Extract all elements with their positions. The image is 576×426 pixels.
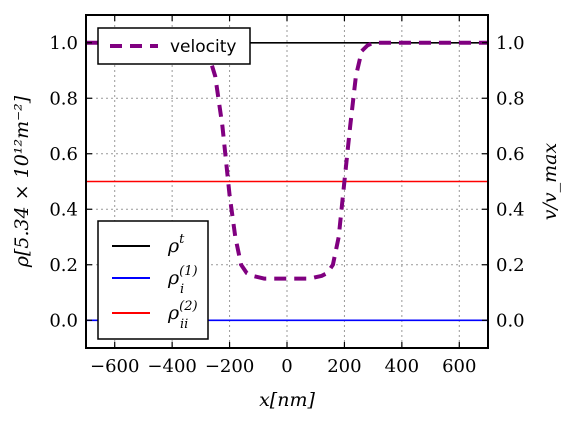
x-tick-label: −400 [147,356,196,377]
y-tick-label-right: 0.2 [496,255,525,276]
x-axis-label: x[nm] [259,389,315,411]
ticks [86,15,488,348]
y-tick-label-right: 0.4 [496,199,525,220]
legend-velocity-label: velocity [170,37,236,57]
legend-velocity: velocity [97,27,251,65]
legend-label-2: ρ(2) ii [167,299,198,332]
x-tick-label: 200 [327,356,361,377]
y-tick-label-left: 0.0 [49,310,78,331]
x-tick-label: 400 [385,356,419,377]
y-tick-label-right: 1.0 [496,33,525,54]
series-line-3 [86,40,488,281]
y-tick-label-left: 0.4 [49,199,78,220]
y-tick-label-left: 1.0 [49,33,78,54]
x-tick-label: −600 [90,356,139,377]
y-tick-label-right: 0.6 [496,144,525,165]
y-axis-label-left: ρ[5.34 × 10¹²m⁻²] [11,95,33,268]
y-axis-label-right: v/v_max [539,143,561,221]
legend-label-0: ρt [167,232,185,257]
y-tick-label-left: 0.2 [49,255,78,276]
legend-velocity-box [97,27,251,65]
legend-label-1: ρ(1) i [167,264,198,297]
x-tick-label: 0 [281,356,292,377]
x-tick-label: −200 [205,356,254,377]
legend-density-box [97,220,209,340]
y-tick-label-left: 0.8 [49,88,78,109]
y-tick-label-right: 0.8 [496,88,525,109]
x-tick-label: 600 [442,356,476,377]
legend-density: ρt ρ(1) iρ(2) ii [97,220,209,340]
tick-labels: −600 −400 −200 0 200 400 600 0.0 0.2 0.4 0.6 0.8 1.0… [49,33,524,377]
y-tick-label-left: 0.6 [49,144,78,165]
y-tick-label-right: 0.0 [496,310,525,331]
